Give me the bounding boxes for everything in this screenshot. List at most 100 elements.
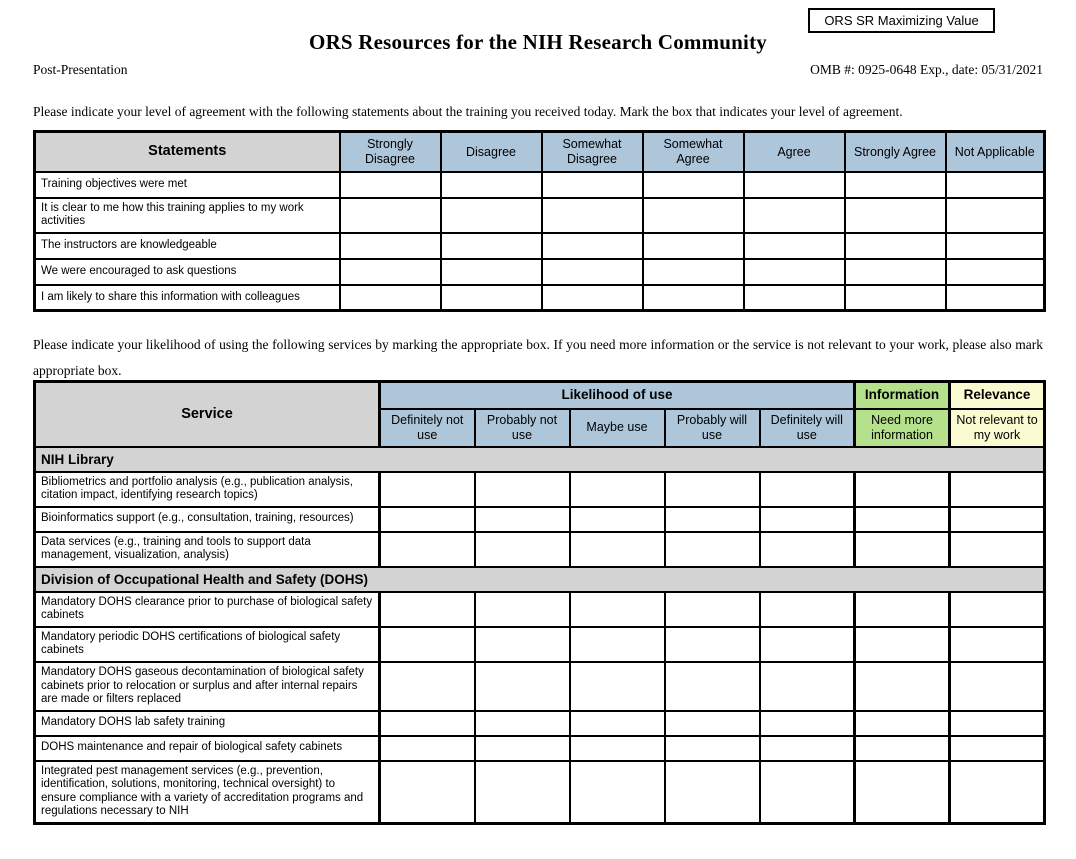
response-checkbox-cell-need-more-information[interactable] [853,709,951,737]
response-checkbox-cell-definitely-not-use[interactable] [378,590,476,628]
response-checkbox-cell-probably-not-use[interactable] [473,625,571,664]
response-checkbox-cell-not-relevant-to-my-work[interactable] [948,734,1046,762]
response-checkbox-cell-disagree[interactable] [439,170,543,199]
response-checkbox-cell-probably-not-use[interactable] [473,661,571,712]
response-checkbox-cell-need-more-information[interactable] [853,759,951,825]
response-checkbox-cell-strongly-disagree[interactable] [338,283,442,312]
response-checkbox-cell-maybe-use[interactable] [568,505,666,533]
response-checkbox-cell-not-applicable[interactable] [944,196,1046,234]
response-checkbox-cell-not-applicable[interactable] [944,170,1046,199]
response-checkbox-cell-not-relevant-to-my-work[interactable] [948,625,1046,664]
response-checkbox-cell-maybe-use[interactable] [568,625,666,664]
response-checkbox-cell-not-applicable[interactable] [944,283,1046,312]
response-checkbox-cell-probably-will-use[interactable] [663,661,761,712]
response-checkbox-cell-maybe-use[interactable] [568,709,666,737]
response-checkbox-cell-somewhat-disagree[interactable] [540,170,644,199]
response-checkbox-cell-somewhat-disagree[interactable] [540,231,644,260]
response-checkbox-cell-somewhat-disagree[interactable] [540,257,644,286]
response-checkbox-cell-maybe-use[interactable] [568,759,666,825]
response-checkbox-cell-definitely-will-use[interactable] [758,530,856,568]
response-checkbox-cell-definitely-not-use[interactable] [378,625,476,664]
response-checkbox-cell-need-more-information[interactable] [853,530,951,568]
response-checkbox-cell-not-relevant-to-my-work[interactable] [948,590,1046,628]
response-checkbox-cell-disagree[interactable] [439,283,543,312]
response-checkbox-cell-probably-not-use[interactable] [473,470,571,508]
response-checkbox-cell-definitely-not-use[interactable] [378,505,476,533]
response-checkbox-cell-probably-will-use[interactable] [663,530,761,568]
response-checkbox-cell-not-relevant-to-my-work[interactable] [948,505,1046,533]
response-checkbox-cell-probably-will-use[interactable] [663,625,761,664]
response-checkbox-cell-maybe-use[interactable] [568,590,666,628]
response-checkbox-cell-need-more-information[interactable] [853,470,951,508]
response-checkbox-cell-strongly-agree[interactable] [843,196,947,234]
response-checkbox-cell-definitely-will-use[interactable] [758,759,856,825]
response-checkbox-cell-definitely-will-use[interactable] [758,590,856,628]
response-checkbox-cell-probably-will-use[interactable] [663,709,761,737]
response-checkbox-cell-definitely-not-use[interactable] [378,709,476,737]
response-checkbox-cell-somewhat-disagree[interactable] [540,283,644,312]
response-checkbox-cell-probably-not-use[interactable] [473,590,571,628]
response-checkbox-cell-somewhat-disagree[interactable] [540,196,644,234]
response-checkbox-cell-agree[interactable] [742,257,846,286]
response-checkbox-cell-not-relevant-to-my-work[interactable] [948,470,1046,508]
response-checkbox-cell-not-relevant-to-my-work[interactable] [948,530,1046,568]
response-checkbox-cell-need-more-information[interactable] [853,590,951,628]
response-checkbox-cell-strongly-disagree[interactable] [338,257,442,286]
response-checkbox-cell-probably-will-use[interactable] [663,590,761,628]
response-checkbox-cell-somewhat-agree[interactable] [641,170,745,199]
response-checkbox-cell-probably-not-use[interactable] [473,759,571,825]
response-checkbox-cell-somewhat-agree[interactable] [641,283,745,312]
response-checkbox-cell-maybe-use[interactable] [568,734,666,762]
response-checkbox-cell-probably-not-use[interactable] [473,734,571,762]
response-checkbox-cell-probably-will-use[interactable] [663,734,761,762]
response-checkbox-cell-somewhat-agree[interactable] [641,257,745,286]
response-checkbox-cell-probably-not-use[interactable] [473,505,571,533]
response-checkbox-cell-maybe-use[interactable] [568,661,666,712]
response-checkbox-cell-not-applicable[interactable] [944,231,1046,260]
response-checkbox-cell-agree[interactable] [742,283,846,312]
response-checkbox-cell-not-applicable[interactable] [944,257,1046,286]
response-checkbox-cell-somewhat-agree[interactable] [641,196,745,234]
response-checkbox-cell-disagree[interactable] [439,257,543,286]
response-checkbox-cell-definitely-not-use[interactable] [378,470,476,508]
response-checkbox-cell-maybe-use[interactable] [568,470,666,508]
response-checkbox-cell-definitely-will-use[interactable] [758,709,856,737]
response-checkbox-cell-not-relevant-to-my-work[interactable] [948,661,1046,712]
response-checkbox-cell-definitely-will-use[interactable] [758,661,856,712]
response-checkbox-cell-definitely-will-use[interactable] [758,625,856,664]
response-checkbox-cell-disagree[interactable] [439,231,543,260]
response-checkbox-cell-need-more-information[interactable] [853,734,951,762]
response-checkbox-cell-strongly-disagree[interactable] [338,170,442,199]
response-checkbox-cell-not-relevant-to-my-work[interactable] [948,759,1046,825]
response-checkbox-cell-definitely-not-use[interactable] [378,759,476,825]
response-checkbox-cell-maybe-use[interactable] [568,530,666,568]
response-checkbox-cell-not-relevant-to-my-work[interactable] [948,709,1046,737]
response-checkbox-cell-agree[interactable] [742,231,846,260]
response-checkbox-cell-strongly-disagree[interactable] [338,231,442,260]
response-checkbox-cell-agree[interactable] [742,170,846,199]
response-checkbox-cell-strongly-agree[interactable] [843,170,947,199]
response-checkbox-cell-need-more-information[interactable] [853,625,951,664]
response-checkbox-cell-probably-will-use[interactable] [663,505,761,533]
response-checkbox-cell-strongly-agree[interactable] [843,257,947,286]
response-checkbox-cell-probably-not-use[interactable] [473,709,571,737]
response-checkbox-cell-probably-will-use[interactable] [663,470,761,508]
response-checkbox-cell-definitely-not-use[interactable] [378,734,476,762]
response-checkbox-cell-disagree[interactable] [439,196,543,234]
response-checkbox-cell-strongly-agree[interactable] [843,283,947,312]
response-checkbox-cell-definitely-not-use[interactable] [378,661,476,712]
response-checkbox-cell-definitely-will-use[interactable] [758,470,856,508]
response-checkbox-cell-need-more-information[interactable] [853,661,951,712]
response-checkbox-cell-need-more-information[interactable] [853,505,951,533]
response-checkbox-cell-definitely-will-use[interactable] [758,734,856,762]
response-checkbox-cell-definitely-will-use[interactable] [758,505,856,533]
response-checkbox-cell-strongly-disagree[interactable] [338,196,442,234]
response-checkbox-cell-definitely-not-use[interactable] [378,530,476,568]
response-checkbox-cell-agree[interactable] [742,196,846,234]
service-row: Bibliometrics and portfolio analysis (e.… [33,470,1046,508]
response-checkbox-cell-strongly-agree[interactable] [843,231,947,260]
response-checkbox-cell-probably-not-use[interactable] [473,530,571,568]
response-checkbox-cell-probably-will-use[interactable] [663,759,761,825]
response-checkbox-cell-somewhat-agree[interactable] [641,231,745,260]
column-header-need-more-information: Need more information [853,407,951,448]
